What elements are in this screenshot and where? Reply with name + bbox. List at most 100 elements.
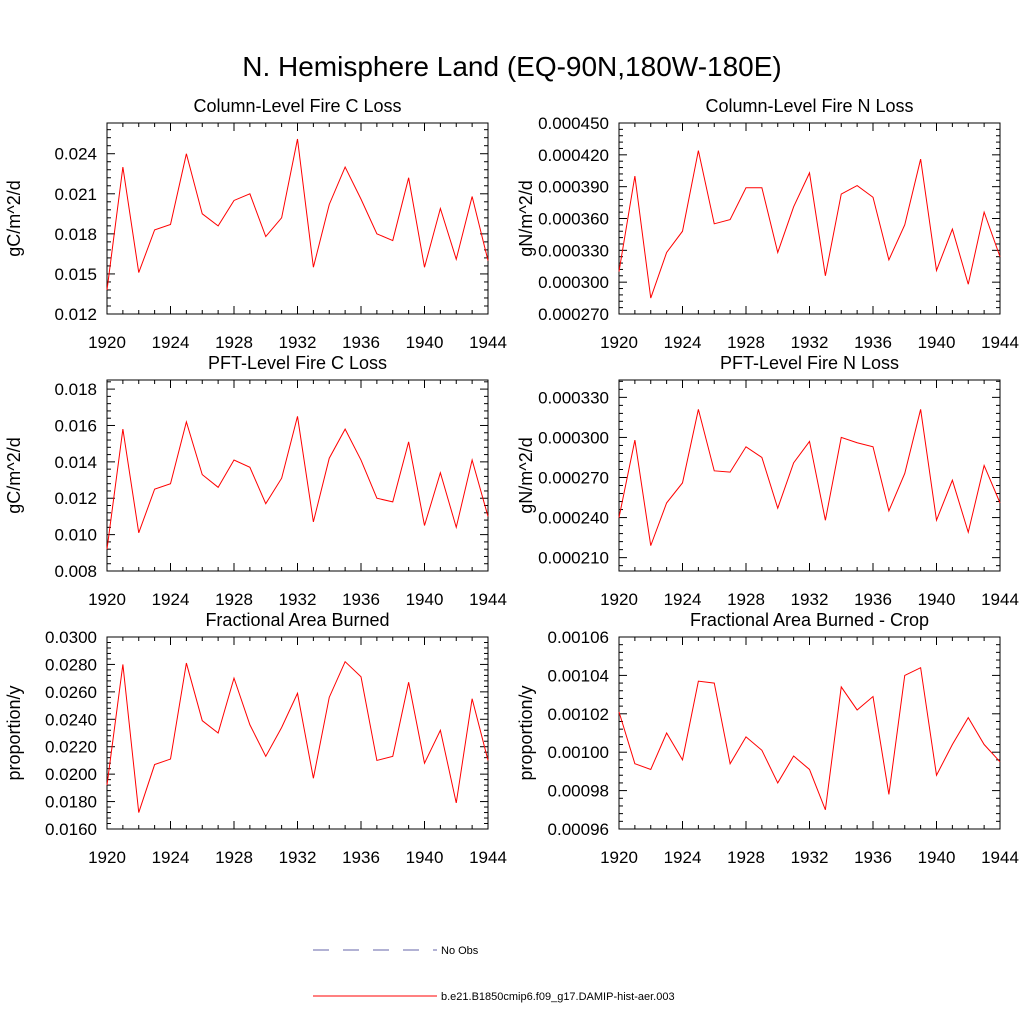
x-tick-label: 1920 [600, 333, 638, 352]
x-tick-label: 1932 [279, 333, 317, 352]
plot-frame [618, 636, 1001, 830]
y-tick-label: 0.018 [54, 380, 97, 399]
x-tick-label: 1928 [215, 848, 253, 867]
y-tick-label: 0.008 [54, 562, 97, 581]
x-tick-label: 1940 [918, 848, 956, 867]
x-tick-label: 1928 [215, 590, 253, 609]
x-tick-label: 1944 [981, 590, 1019, 609]
x-tick-label: 1936 [342, 333, 380, 352]
series-line [618, 666, 1001, 810]
x-tick-label: 1944 [469, 333, 507, 352]
y-tick-label: 0.012 [54, 305, 97, 324]
y-axis-label: proportion/y [516, 685, 536, 780]
y-axis-label: gC/m^2/d [4, 437, 24, 513]
chart-panel-5: 1920 1924 1928 1932 1936 1940 1944 0.0160 0.0180… [4, 610, 507, 867]
y-tick-label: 0.000300 [538, 273, 609, 292]
y-tick-label: 0.0240 [45, 710, 97, 729]
x-tick-label: 1944 [469, 590, 507, 609]
chart-title: Column-Level Fire C Loss [193, 96, 401, 116]
x-tick-label: 1940 [918, 590, 956, 609]
y-tick-label: 0.000270 [538, 469, 609, 488]
y-tick-label: 0.000450 [538, 114, 609, 133]
y-axis-label: proportion/y [4, 685, 24, 780]
y-tick-label: 0.00100 [548, 743, 609, 762]
x-tick-label: 1924 [152, 590, 190, 609]
x-tick-label: 1940 [918, 333, 956, 352]
x-tick-label: 1920 [600, 590, 638, 609]
chart-title: PFT-Level Fire C Loss [208, 353, 387, 373]
y-tick-label: 0.000210 [538, 549, 609, 568]
chart-panel-3: 1920 1924 1928 1932 1936 1940 1944 0.008 0.010 0.… [4, 353, 507, 609]
plot-frame [618, 122, 1001, 315]
y-tick-label: 0.021 [54, 185, 97, 204]
plot-frame [618, 379, 1001, 572]
y-axis-label: gN/m^2/d [516, 180, 536, 256]
legend-obs-label: No Obs [441, 945, 479, 957]
y-tick-label: 0.00098 [548, 782, 609, 801]
x-tick-label: 1920 [88, 333, 126, 352]
y-tick-label: 0.000240 [538, 509, 609, 528]
y-tick-label: 0.0280 [45, 655, 97, 674]
y-tick-label: 0.0300 [45, 628, 97, 647]
y-axis-label: gC/m^2/d [4, 180, 24, 256]
y-tick-label: 0.000330 [538, 388, 609, 407]
chart-title: PFT-Level Fire N Loss [720, 353, 899, 373]
series-line [106, 138, 489, 291]
plot-frame [106, 636, 489, 830]
x-tick-label: 1928 [727, 848, 765, 867]
series-line [618, 409, 1001, 546]
x-tick-label: 1936 [342, 848, 380, 867]
x-tick-label: 1932 [279, 848, 317, 867]
series-line [106, 660, 489, 813]
y-tick-label: 0.00104 [548, 666, 609, 685]
x-tick-label: 1920 [88, 848, 126, 867]
y-tick-label: 0.0160 [45, 820, 97, 839]
y-tick-label: 0.0260 [45, 683, 97, 702]
y-tick-label: 0.0200 [45, 765, 97, 784]
series-line [618, 150, 1001, 299]
x-tick-label: 1928 [215, 333, 253, 352]
plot-frame [106, 122, 489, 315]
x-tick-label: 1928 [727, 333, 765, 352]
chart-title: Fractional Area Burned [205, 610, 389, 630]
y-tick-label: 0.000300 [538, 428, 609, 447]
x-tick-label: 1924 [152, 333, 190, 352]
x-tick-label: 1924 [664, 848, 702, 867]
y-tick-label: 0.000360 [538, 210, 609, 229]
chart-panel-2: 1920 1924 1928 1932 1936 1940 1944 0.000270 0.00… [516, 96, 1019, 352]
y-tick-label: 0.016 [54, 416, 97, 435]
y-tick-label: 0.024 [54, 145, 97, 164]
x-tick-label: 1936 [854, 848, 892, 867]
y-tick-label: 0.00106 [548, 628, 609, 647]
y-tick-label: 0.00096 [548, 820, 609, 839]
x-tick-label: 1936 [342, 590, 380, 609]
y-tick-label: 0.0180 [45, 793, 97, 812]
legend: No Obs b.e21.B1850cmip6.f09_g17.DAMIP-hi… [313, 945, 675, 1003]
plot-frame [106, 379, 489, 572]
x-tick-label: 1936 [854, 590, 892, 609]
x-tick-label: 1924 [152, 848, 190, 867]
x-tick-label: 1928 [727, 590, 765, 609]
y-tick-label: 0.00102 [548, 705, 609, 724]
y-tick-label: 0.000270 [538, 305, 609, 324]
y-tick-label: 0.018 [54, 225, 97, 244]
y-tick-label: 0.012 [54, 489, 97, 508]
x-tick-label: 1944 [469, 848, 507, 867]
x-tick-label: 1944 [981, 333, 1019, 352]
chart-panel-1: 1920 1924 1928 1932 1936 1940 1944 0.012 0.015 0.… [4, 96, 507, 352]
x-tick-label: 1940 [406, 848, 444, 867]
figure-title: N. Hemisphere Land (EQ-90N,180W-180E) [242, 51, 782, 82]
x-tick-label: 1924 [664, 590, 702, 609]
x-tick-label: 1944 [981, 848, 1019, 867]
x-tick-label: 1920 [600, 848, 638, 867]
chart-title: Column-Level Fire N Loss [705, 96, 913, 116]
x-tick-label: 1932 [791, 590, 829, 609]
series-line [106, 416, 489, 550]
chart-panel-6: 1920 1924 1928 1932 1936 1940 1944 0.00096 0.000… [516, 610, 1019, 867]
x-tick-label: 1932 [791, 848, 829, 867]
x-tick-label: 1940 [406, 333, 444, 352]
x-tick-label: 1932 [791, 333, 829, 352]
y-axis-label: gN/m^2/d [516, 437, 536, 513]
chart-title: Fractional Area Burned - Crop [690, 610, 929, 630]
